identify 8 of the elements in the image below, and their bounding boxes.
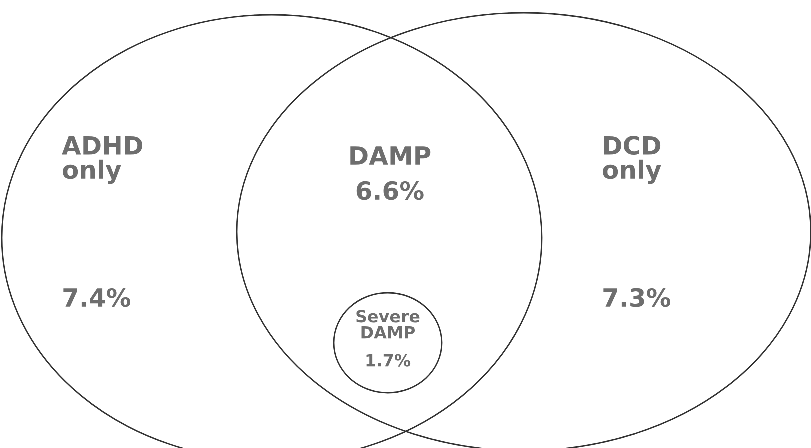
category-label: DAMP [350, 146, 431, 165]
category-label: DCD only [603, 136, 662, 184]
category-label: Severe DAMP [356, 310, 420, 339]
category-label: ADHD only [62, 136, 142, 184]
data-label: 7.3% [604, 288, 671, 308]
data-label: 7.4% [64, 288, 131, 308]
data-label: 1.7% [366, 354, 411, 367]
data-label: 6.6% [356, 181, 424, 200]
